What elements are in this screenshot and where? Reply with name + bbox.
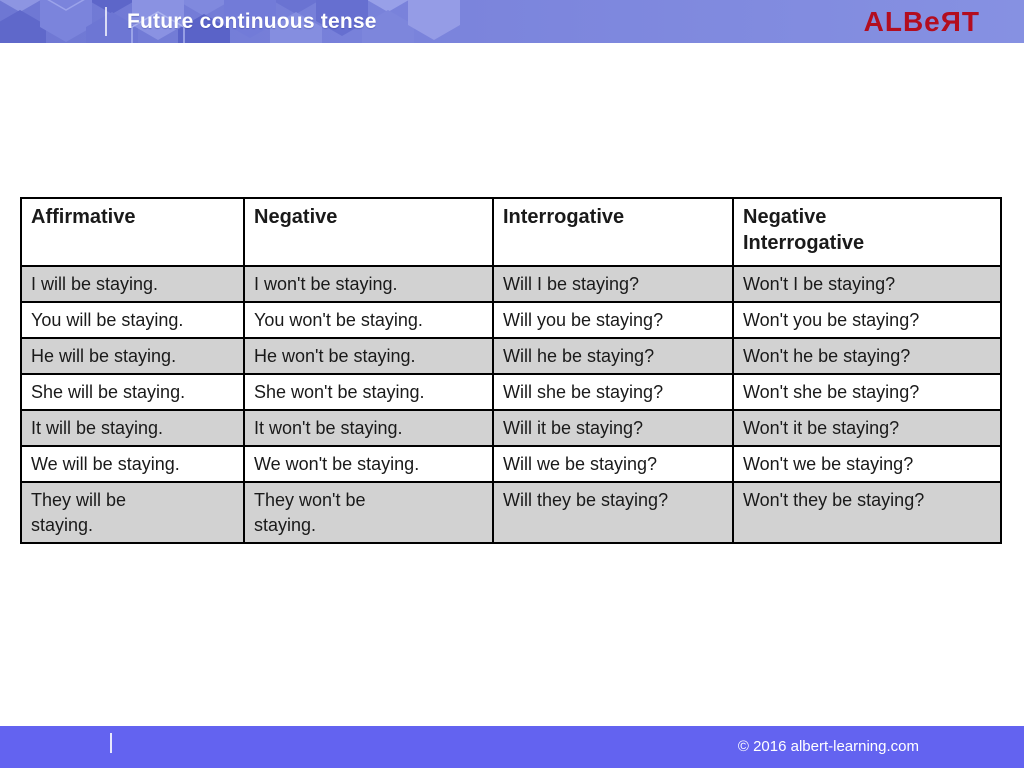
table-cell: We won't be staying. — [243, 445, 494, 483]
table-cell: Won't it be staying? — [732, 409, 1002, 447]
title-separator-line — [105, 7, 107, 36]
table-row: They will be staying. They won't be stay… — [20, 481, 1002, 544]
table-cell: Won't he be staying? — [732, 337, 1002, 375]
table-cell: We will be staying. — [20, 445, 245, 483]
table-cell: Will he be staying? — [492, 337, 734, 375]
tense-table: Affirmative Negative Interrogative Negat… — [20, 197, 1002, 544]
table-cell: You will be staying. — [20, 301, 245, 339]
footer-bar: © 2016 albert-learning.com — [0, 726, 1024, 768]
table-cell: Will we be staying? — [492, 445, 734, 483]
table-cell: Will you be staying? — [492, 301, 734, 339]
column-header-negative-interrogative: Negative Interrogative — [732, 197, 1002, 267]
copyright-text: © 2016 albert-learning.com — [737, 738, 919, 755]
table-row: It will be staying. It won't be staying.… — [20, 409, 1002, 447]
table-cell: They won't be staying. — [243, 481, 494, 544]
table-cell: She won't be staying. — [243, 373, 494, 411]
header-bar: Future continuous tense ALBeЯT — [0, 0, 1024, 43]
table-cell: Won't I be staying? — [732, 265, 1002, 303]
table-row: We will be staying. We won't be staying.… — [20, 445, 1002, 483]
table-cell: I won't be staying. — [243, 265, 494, 303]
footer-tick-line — [110, 733, 112, 753]
table-cell: She will be staying. — [20, 373, 245, 411]
table-cell: Will I be staying? — [492, 265, 734, 303]
table-cell: Will they be staying? — [492, 481, 734, 544]
table-cell: It will be staying. — [20, 409, 245, 447]
table-cell: Won't you be staying? — [732, 301, 1002, 339]
table-cell: You won't be staying. — [243, 301, 494, 339]
table-cell: They will be staying. — [20, 481, 245, 544]
table-row: I will be staying. I won't be staying. W… — [20, 265, 1002, 303]
table-cell: Will she be staying? — [492, 373, 734, 411]
table-cell: Won't she be staying? — [732, 373, 1002, 411]
column-header-affirmative: Affirmative — [20, 197, 245, 267]
column-header-negative: Negative — [243, 197, 494, 267]
table-header-row: Affirmative Negative Interrogative Negat… — [20, 197, 1002, 267]
table-cell: It won't be staying. — [243, 409, 494, 447]
column-header-interrogative: Interrogative — [492, 197, 734, 267]
table-cell: Won't we be staying? — [732, 445, 1002, 483]
table-row: He will be staying. He won't be staying.… — [20, 337, 1002, 375]
slide-title: Future continuous tense — [127, 10, 377, 33]
table-cell: He will be staying. — [20, 337, 245, 375]
table-row: You will be staying. You won't be stayin… — [20, 301, 1002, 339]
table-cell: Will it be staying? — [492, 409, 734, 447]
table-row: She will be staying. She won't be stayin… — [20, 373, 1002, 411]
table-cell: Won't they be staying? — [732, 481, 1002, 544]
albert-logo: ALBeЯT — [863, 6, 980, 37]
table-cell: I will be staying. — [20, 265, 245, 303]
table-cell: He won't be staying. — [243, 337, 494, 375]
